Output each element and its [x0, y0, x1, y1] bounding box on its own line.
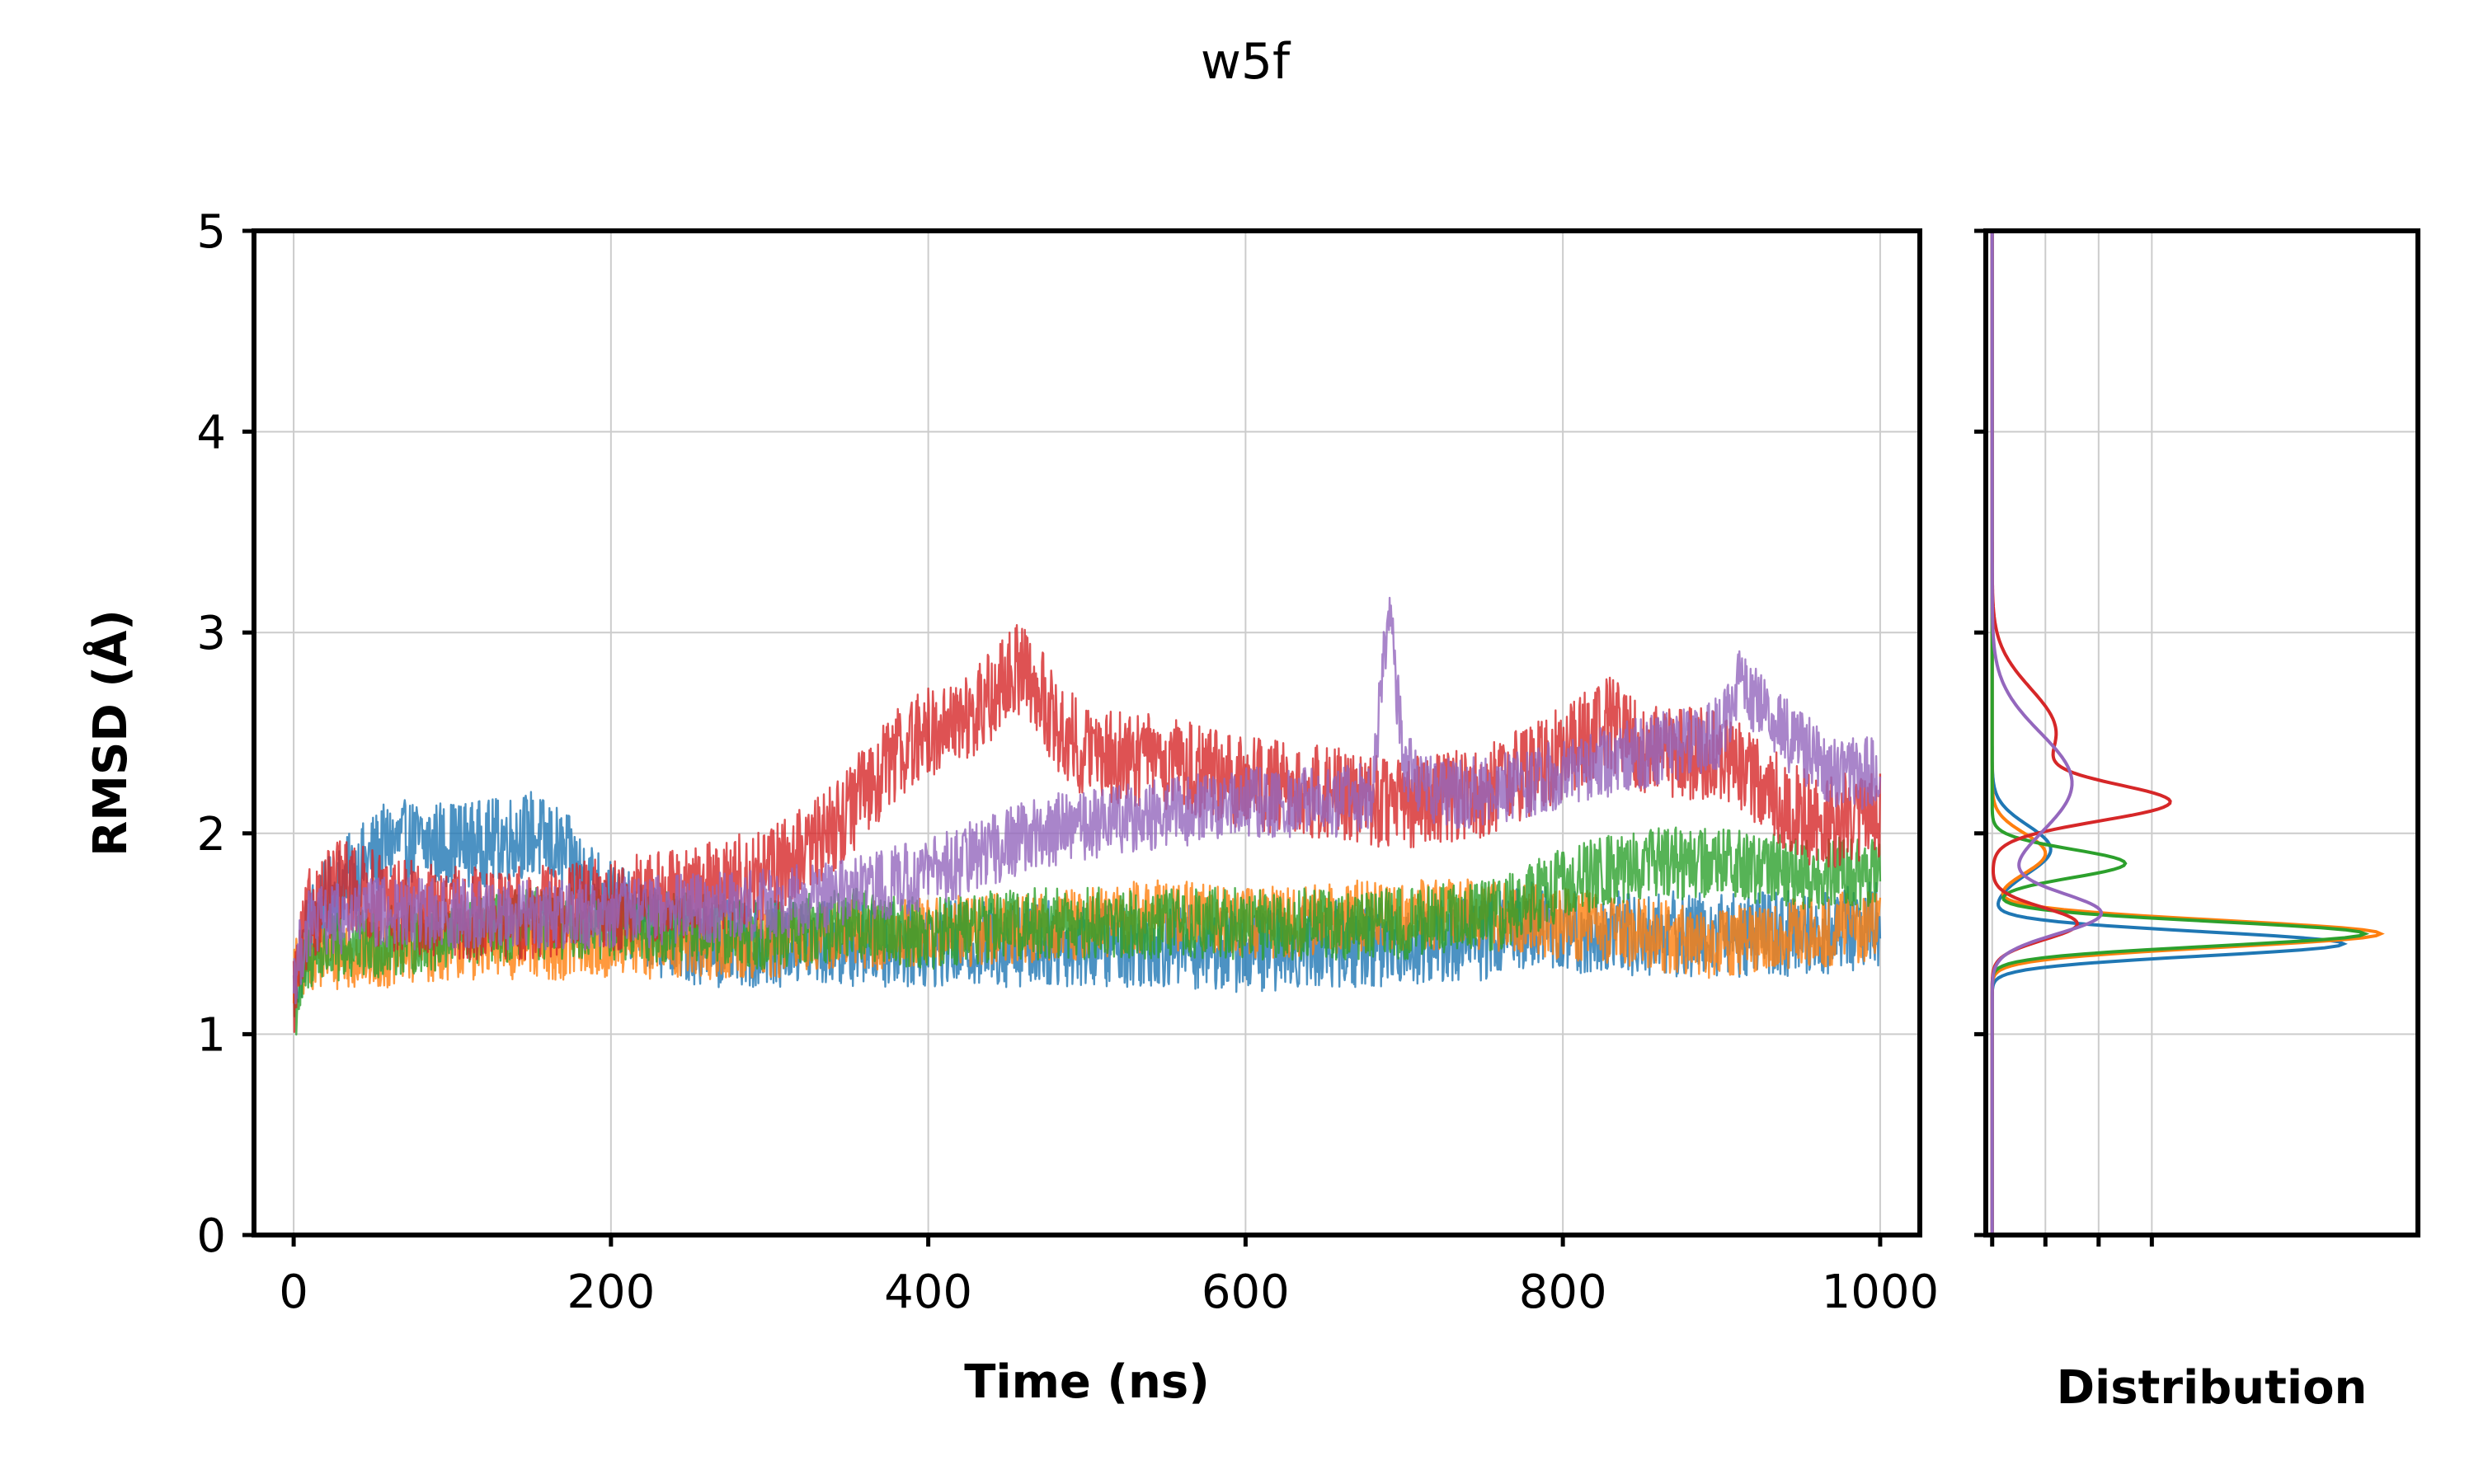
main-series-group — [292, 596, 1882, 1036]
distribution-series-group — [1990, 231, 2385, 1235]
distribution-axis-ticks — [1974, 228, 2154, 1247]
x-tick-label: 0 — [279, 1266, 308, 1319]
y-tick-label: 1 — [196, 1008, 226, 1062]
y-tick-label: 2 — [196, 808, 226, 862]
y-tick-label: 4 — [196, 406, 226, 460]
x-tick-label: 1000 — [1822, 1266, 1940, 1319]
x-tick-label: 400 — [884, 1266, 972, 1319]
x-tick-label: 200 — [567, 1266, 655, 1319]
main-axis-ticks: 0 200 400 600 800 1000 0 1 2 3 4 5 — [196, 205, 1939, 1319]
x-axis-label: Time (ns) — [964, 1355, 1210, 1409]
distribution-label: Distribution — [2057, 1361, 2368, 1415]
rmsd-series-line — [292, 596, 1882, 1005]
chart-title: w5f — [1201, 33, 1291, 91]
y-tick-label: 3 — [196, 607, 226, 660]
y-tick-label: 0 — [196, 1209, 226, 1263]
distribution-curve — [1990, 231, 2104, 1235]
x-tick-label: 800 — [1519, 1266, 1607, 1319]
y-tick-label: 5 — [196, 205, 226, 259]
y-axis-label: RMSD (Å) — [83, 609, 138, 857]
x-tick-label: 600 — [1202, 1266, 1290, 1319]
rmsd-series-line — [292, 624, 1882, 1033]
main-plot-frame — [252, 228, 1922, 1237]
distribution-plot-frame — [1983, 228, 2420, 1237]
